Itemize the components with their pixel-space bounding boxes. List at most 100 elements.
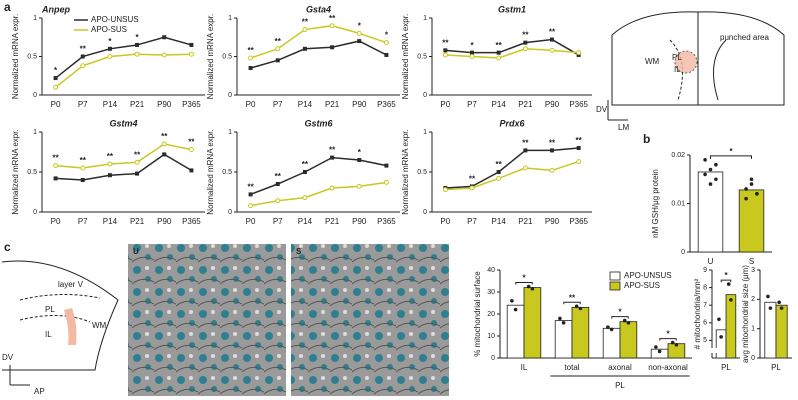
data-point — [574, 304, 579, 309]
label: layer V — [58, 280, 84, 289]
data-point — [654, 345, 658, 349]
y-tick-label: 1 — [423, 129, 427, 136]
data-point — [526, 284, 531, 289]
legend-label: APO-SUS — [624, 281, 660, 290]
group-label: PL — [615, 381, 625, 390]
point — [470, 50, 474, 55]
point — [134, 51, 140, 57]
data-point — [558, 316, 562, 321]
y-tick-label: 0 — [681, 249, 685, 256]
x-tick-label: P14 — [492, 100, 507, 109]
bar — [725, 294, 737, 359]
significance: * — [136, 33, 140, 42]
y-tick-label: 8 — [703, 284, 707, 291]
point — [384, 52, 389, 57]
series-line — [445, 147, 579, 189]
y-axis-label: Normalized mRNA expr. — [206, 14, 215, 99]
series-line — [55, 153, 192, 181]
point — [576, 146, 581, 150]
point — [107, 54, 113, 59]
data-point — [513, 307, 518, 312]
data-point — [510, 299, 514, 303]
data-point — [708, 167, 713, 172]
significance: ** — [275, 37, 282, 46]
y-tick-label: 7 — [703, 302, 707, 309]
point — [161, 141, 167, 147]
y-tick-label: 20 — [487, 311, 495, 318]
x-tick-label: P21 — [518, 217, 533, 226]
label: IL — [674, 65, 681, 74]
x-tick-label: P0 — [51, 100, 61, 109]
point — [53, 176, 58, 181]
point — [523, 148, 528, 153]
bar — [554, 320, 573, 359]
point — [248, 192, 253, 197]
y-tick-label: 1 — [751, 326, 755, 333]
point — [496, 175, 502, 181]
y-tick-label: 0 — [33, 209, 37, 216]
data-point — [708, 182, 713, 186]
series-line — [250, 181, 387, 207]
x-tick-label: axonal — [608, 363, 632, 372]
significance: ** — [80, 156, 87, 165]
series-line — [250, 156, 387, 196]
data-point — [729, 298, 733, 302]
y-tick-label: 0.5 — [417, 53, 427, 60]
legend-label: APO-SUS — [91, 25, 127, 34]
point — [443, 48, 448, 53]
y-tick-label: 1 — [33, 15, 37, 22]
image-label: S — [296, 247, 302, 256]
y-axis-label: % mitochondrial surface — [473, 271, 482, 357]
point — [275, 182, 280, 186]
bar — [619, 321, 638, 359]
significance: ** — [329, 14, 336, 23]
point — [188, 147, 194, 153]
label: WM — [645, 57, 660, 66]
significance: ** — [134, 151, 141, 160]
data-point — [714, 177, 718, 182]
significance-bracket — [710, 155, 752, 159]
data-point — [744, 196, 748, 201]
point — [135, 171, 140, 176]
label: LM — [618, 123, 629, 132]
point — [496, 170, 501, 174]
point — [550, 148, 554, 153]
series-line — [445, 48, 579, 59]
x-tick-label: P21 — [325, 100, 340, 109]
x-tick-label: non-axonal — [648, 363, 688, 372]
point — [161, 52, 167, 58]
y-tick-label: 1 — [423, 15, 427, 22]
y-tick-label: 40 — [487, 267, 495, 274]
x-tick-label: P90 — [157, 217, 172, 226]
significance: * — [54, 66, 58, 75]
significance: * — [358, 22, 362, 31]
point — [248, 203, 254, 209]
point — [522, 165, 528, 171]
point — [356, 183, 362, 189]
point — [357, 158, 362, 162]
label: DV — [2, 353, 14, 362]
label: IL — [45, 330, 52, 339]
panel-label: a — [4, 0, 11, 14]
significance: ** — [302, 160, 309, 169]
x-tick-label: P14 — [103, 100, 118, 109]
series-line — [250, 40, 387, 69]
label: punched area — [720, 33, 769, 42]
point — [549, 47, 555, 53]
x-tick-label: U — [708, 257, 714, 266]
data-point — [609, 327, 614, 332]
series-line — [55, 36, 192, 79]
y-tick-label: 10 — [487, 333, 495, 340]
point — [549, 167, 555, 173]
data-point — [717, 317, 721, 322]
x-tick-label: IL — [521, 363, 528, 372]
point — [80, 63, 86, 69]
x-tick-label: P7 — [78, 217, 88, 226]
point — [248, 55, 254, 61]
label: WM — [92, 321, 107, 330]
significance: * — [385, 31, 389, 40]
x-tick-label: P14 — [103, 217, 118, 226]
x-tick-label: P0 — [246, 217, 256, 226]
point — [522, 46, 528, 52]
x-tick-label: P365 — [569, 217, 588, 226]
